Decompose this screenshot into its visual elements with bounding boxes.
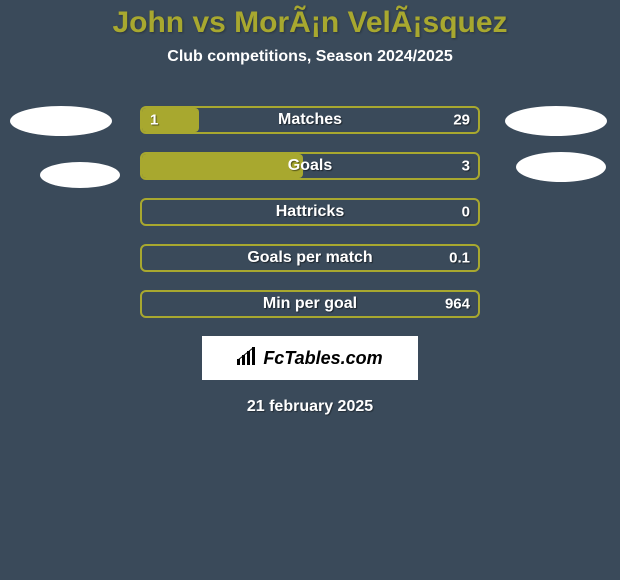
logo-box: FcTables.com [202,336,418,380]
ellipse-decor [10,106,112,136]
comparison-container: 1Matches29 Goals3 Hattricks0 Goals per matc… [0,106,620,318]
metric-row: 1Matches29 [140,106,480,134]
metric-label: Hattricks [140,203,480,221]
metric-right-value: 0 [462,204,470,221]
metric-label: Goals [140,157,480,175]
metric-row: Hattricks0 [140,198,480,226]
metric-row: Goals per match0.1 [140,244,480,272]
ellipse-decor [516,152,606,182]
metric-right-value: 3 [462,158,470,175]
page-title: John vs MorÃ¡n VelÃ¡squez [0,0,620,40]
metric-label: Min per goal [140,295,480,313]
metric-rows-host: 1Matches29 Goals3 Hattricks0 Goals per matc… [0,106,620,318]
page-subtitle: Club competitions, Season 2024/2025 [0,48,620,66]
metric-right-value: 0.1 [449,250,470,267]
metric-label: Matches [140,111,480,129]
date-text: 21 february 2025 [0,398,620,416]
logo-text: FcTables.com [263,348,382,369]
chart-bars-icon [237,347,259,370]
ellipse-decor [40,162,120,188]
metric-row: Min per goal964 [140,290,480,318]
ellipse-decor [505,106,607,136]
metric-label: Goals per match [140,249,480,267]
metric-right-value: 29 [453,112,470,129]
metric-right-value: 964 [445,296,470,313]
metric-row: Goals3 [140,152,480,180]
